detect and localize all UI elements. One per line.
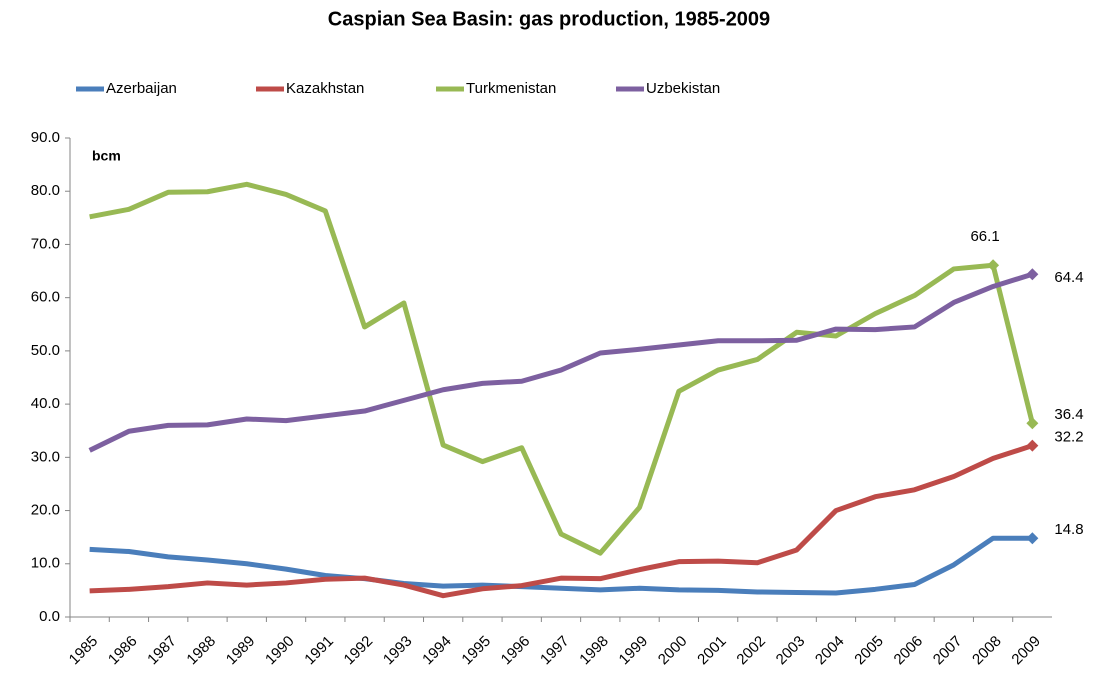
x-tick-label: 2009 xyxy=(1008,633,1044,669)
x-tick-label: 1999 xyxy=(616,633,652,669)
x-tick-label: 2003 xyxy=(773,633,809,669)
series-line xyxy=(88,271,1034,453)
x-tick-label: 2002 xyxy=(733,633,769,669)
y-tick-label: 40.0 xyxy=(31,395,60,412)
x-tick-label: 2004 xyxy=(812,633,848,669)
y-tick-label: 50.0 xyxy=(31,342,60,359)
y-axis-label: bcm xyxy=(92,148,121,164)
data-marker xyxy=(1026,417,1039,430)
x-tick-label: 1987 xyxy=(144,633,180,669)
data-label: 36.4 xyxy=(1054,406,1083,423)
x-tick-label: 1998 xyxy=(576,633,612,669)
y-tick-label: 90.0 xyxy=(31,129,60,146)
data-label: 14.8 xyxy=(1054,521,1083,538)
series-line xyxy=(89,443,1034,599)
x-tick-label: 2008 xyxy=(969,633,1005,669)
data-marker xyxy=(1026,439,1039,452)
x-tick-label: 1997 xyxy=(537,633,573,669)
y-tick-label: 70.0 xyxy=(31,235,60,252)
x-tick-label: 2007 xyxy=(930,633,966,669)
data-label: 32.2 xyxy=(1054,429,1083,446)
x-tick-label: 2001 xyxy=(694,633,730,669)
y-tick-label: 10.0 xyxy=(31,555,60,572)
data-marker xyxy=(987,259,1000,272)
legend-label: Kazakhstan xyxy=(286,80,364,97)
x-tick-label: 1995 xyxy=(458,633,494,669)
x-tick-label: 2005 xyxy=(851,633,887,669)
legend-label: Turkmenistan xyxy=(466,80,556,97)
data-label: 66.1 xyxy=(970,228,999,245)
x-tick-label: 1989 xyxy=(223,633,259,669)
x-tick-label: 1991 xyxy=(301,633,337,669)
x-tick-label: 1993 xyxy=(380,633,416,669)
legend-label: Uzbekistan xyxy=(646,80,720,97)
x-tick-label: 2000 xyxy=(655,633,691,669)
x-tick-label: 1990 xyxy=(262,633,298,669)
x-tick-label: 1996 xyxy=(498,633,534,669)
y-tick-label: 60.0 xyxy=(31,289,60,306)
y-tick-label: 0.0 xyxy=(39,608,60,625)
x-tick-label: 1992 xyxy=(341,633,377,669)
legend-label: Azerbaijan xyxy=(106,80,177,97)
y-tick-label: 20.0 xyxy=(31,502,60,519)
y-tick-label: 80.0 xyxy=(31,182,60,199)
y-tick-label: 30.0 xyxy=(31,448,60,465)
x-tick-label: 1988 xyxy=(183,633,219,669)
x-tick-label: 1985 xyxy=(66,633,102,669)
series-line xyxy=(89,535,1033,596)
data-marker xyxy=(1026,268,1039,281)
data-label: 64.4 xyxy=(1054,269,1083,286)
x-tick-label: 1994 xyxy=(419,633,455,669)
series-line xyxy=(89,181,1035,556)
chart-title: Caspian Sea Basin: gas production, 1985-… xyxy=(328,8,770,30)
x-tick-label: 1986 xyxy=(105,633,141,669)
x-tick-label: 2006 xyxy=(891,633,927,669)
data-marker xyxy=(1026,532,1039,545)
